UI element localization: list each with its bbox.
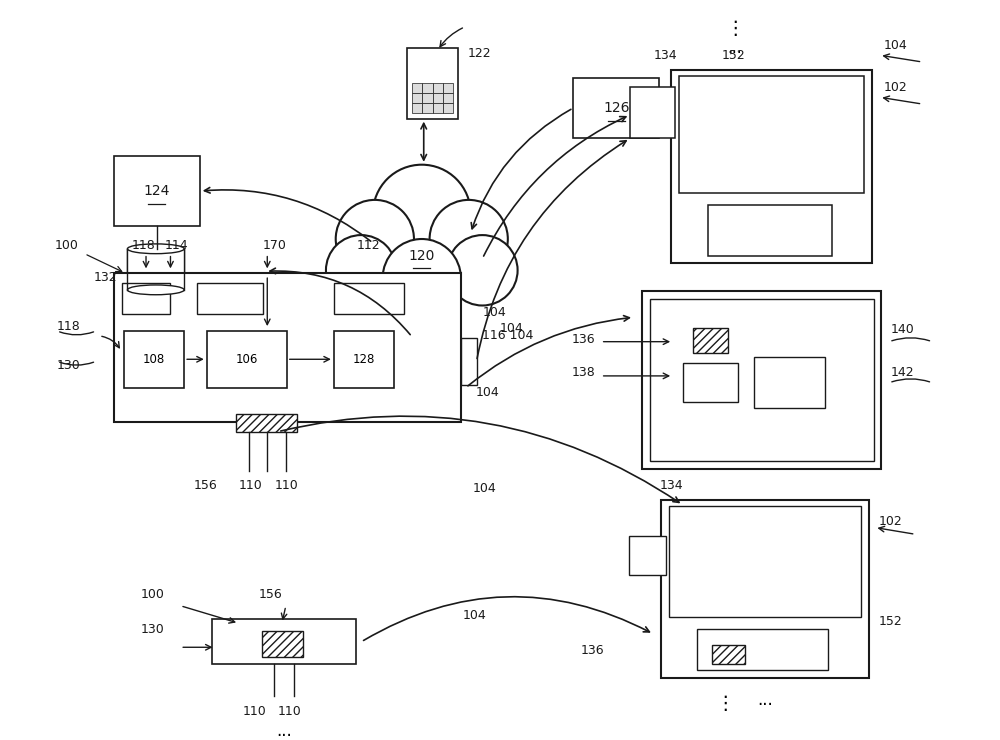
Bar <box>236 414 297 431</box>
Bar <box>629 536 666 576</box>
Ellipse shape <box>127 244 184 254</box>
Circle shape <box>447 235 518 306</box>
Text: 156: 156 <box>194 479 218 492</box>
Text: ⋮: ⋮ <box>725 19 744 38</box>
Bar <box>661 500 869 678</box>
Text: 114: 114 <box>165 239 188 252</box>
Bar <box>114 273 461 422</box>
Bar <box>124 331 184 388</box>
Text: 100: 100 <box>141 588 165 602</box>
Circle shape <box>326 235 396 306</box>
Text: ...: ... <box>276 722 292 740</box>
Bar <box>422 84 433 93</box>
Bar <box>127 249 184 290</box>
Bar <box>683 363 738 403</box>
Bar <box>433 103 443 113</box>
Text: 118: 118 <box>131 239 155 252</box>
Text: 110: 110 <box>275 479 299 492</box>
Circle shape <box>430 200 508 278</box>
Text: 134: 134 <box>659 479 683 492</box>
Text: 128: 128 <box>353 353 375 366</box>
Bar <box>671 70 872 263</box>
Bar <box>212 619 356 665</box>
Bar <box>422 103 433 113</box>
Text: 122: 122 <box>468 47 491 60</box>
Text: 152: 152 <box>722 49 746 61</box>
Text: 100: 100 <box>55 239 79 252</box>
Bar <box>334 283 404 314</box>
Bar <box>412 93 422 103</box>
Text: 134: 134 <box>654 49 677 61</box>
Text: 138: 138 <box>571 366 595 380</box>
Text: 124: 124 <box>144 184 170 198</box>
Bar <box>407 48 458 118</box>
Bar <box>712 645 745 665</box>
Bar <box>708 205 832 255</box>
Bar <box>433 84 443 93</box>
Text: 104: 104 <box>476 386 499 399</box>
Text: 110: 110 <box>278 704 302 718</box>
Text: ...: ... <box>757 690 773 709</box>
Text: 130: 130 <box>57 359 81 371</box>
Circle shape <box>336 200 414 278</box>
Bar <box>754 357 825 408</box>
Bar <box>433 93 443 103</box>
Text: 140: 140 <box>891 323 915 337</box>
Bar <box>334 331 394 388</box>
Bar <box>207 331 287 388</box>
Text: 136: 136 <box>571 333 595 346</box>
Text: ⋮: ⋮ <box>715 694 735 713</box>
Text: 110: 110 <box>243 704 267 718</box>
Text: 120: 120 <box>409 249 435 263</box>
Text: 104: 104 <box>883 39 907 52</box>
Bar <box>122 283 170 314</box>
Text: 102: 102 <box>883 81 907 94</box>
Text: 102: 102 <box>878 515 902 528</box>
Ellipse shape <box>127 285 184 295</box>
Text: 108: 108 <box>143 353 165 366</box>
Text: 170: 170 <box>262 239 286 252</box>
Bar <box>679 75 864 193</box>
Text: 110: 110 <box>239 479 263 492</box>
Bar <box>461 337 477 385</box>
Circle shape <box>383 239 461 317</box>
Bar <box>443 103 453 113</box>
Text: 126: 126 <box>603 101 630 115</box>
Text: 104: 104 <box>473 482 496 495</box>
Bar <box>412 103 422 113</box>
Text: ...: ... <box>727 41 742 56</box>
Text: 132: 132 <box>93 272 117 284</box>
Text: 142: 142 <box>891 366 915 380</box>
Circle shape <box>373 165 471 263</box>
Bar <box>573 78 659 138</box>
Bar <box>443 93 453 103</box>
Bar <box>669 506 861 617</box>
Bar <box>422 93 433 103</box>
Bar <box>443 84 453 93</box>
Bar <box>650 299 874 461</box>
Bar <box>197 283 263 314</box>
Bar <box>642 291 881 469</box>
Bar <box>262 631 303 656</box>
Text: 112: 112 <box>356 239 380 252</box>
Text: 130: 130 <box>141 622 165 636</box>
Bar <box>630 87 675 138</box>
Text: 136: 136 <box>581 645 605 657</box>
Bar <box>114 156 200 226</box>
Text: 104: 104 <box>500 323 524 335</box>
Bar <box>693 328 728 354</box>
Text: 104: 104 <box>463 609 487 622</box>
Text: 152: 152 <box>878 615 902 628</box>
Bar <box>697 629 828 670</box>
Text: 106: 106 <box>236 353 258 366</box>
Text: 118: 118 <box>57 320 81 332</box>
Bar <box>412 84 422 93</box>
Text: 104: 104 <box>482 306 506 319</box>
Text: 156: 156 <box>258 588 282 602</box>
Text: 116 104: 116 104 <box>482 329 534 343</box>
